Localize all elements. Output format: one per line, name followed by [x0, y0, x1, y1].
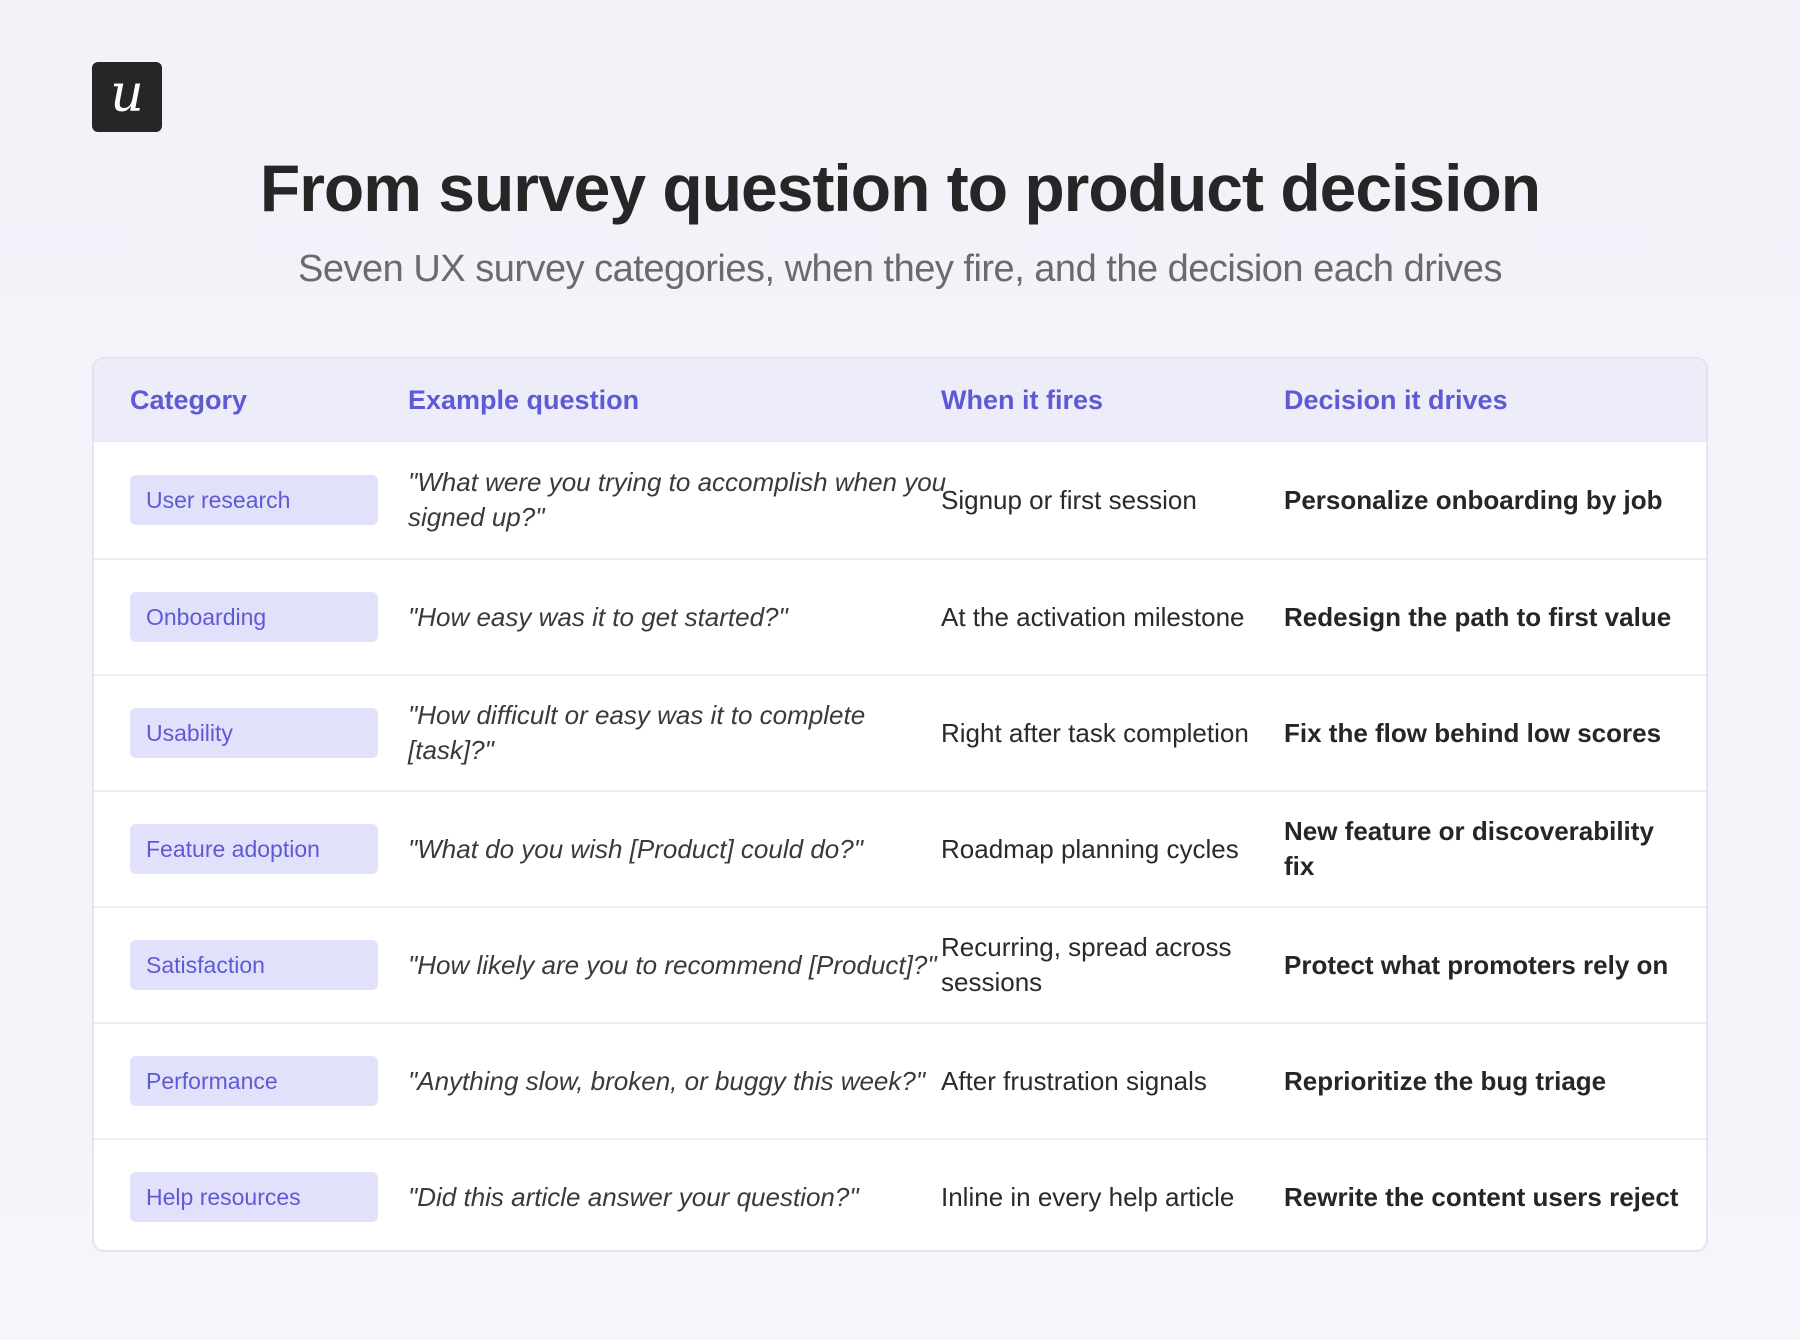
example-question: "How difficult or easy was it to complet… — [408, 700, 866, 765]
decision-it-drives: Protect what promoters rely on — [1284, 949, 1669, 980]
logo-glyph: u — [110, 64, 144, 124]
category-badge: Onboarding — [130, 592, 378, 642]
decision-it-drives: Redesign the path to first value — [1284, 601, 1672, 632]
example-question: "What do you wish [Product] could do?" — [408, 833, 863, 864]
when-it-fires: Inline in every help article — [941, 1181, 1235, 1212]
category-badge: Performance — [130, 1056, 378, 1106]
table-row: Feature adoption "What do you wish [Prod… — [94, 790, 1706, 906]
table-row: Satisfaction "How likely are you to reco… — [94, 906, 1706, 1022]
decision-it-drives: New feature or discoverability fix — [1284, 816, 1654, 881]
header-when-it-fires: When it fires — [941, 385, 1104, 415]
category-badge: Feature adoption — [130, 824, 378, 874]
category-badge: Help resources — [130, 1172, 378, 1222]
header-category: Category — [130, 385, 248, 415]
when-it-fires: Roadmap planning cycles — [941, 833, 1239, 864]
table-row: Performance "Anything slow, broken, or b… — [94, 1022, 1706, 1138]
page-subtitle: Seven UX survey categories, when they fi… — [298, 248, 1502, 290]
logo-icon: u — [92, 62, 162, 132]
when-it-fires: Recurring, spread across sessions — [941, 932, 1232, 997]
header-example-question: Example question — [408, 385, 640, 415]
example-question: "Anything slow, broken, or buggy this we… — [408, 1065, 926, 1096]
table-row: User research "What were you trying to a… — [94, 442, 1706, 558]
header-decision-it-drives: Decision it drives — [1284, 385, 1508, 415]
decision-it-drives: Rewrite the content users reject — [1284, 1181, 1679, 1212]
category-badge: User research — [130, 475, 378, 525]
category-badge: Usability — [130, 708, 378, 758]
when-it-fires: Right after task completion — [941, 717, 1249, 748]
when-it-fires: At the activation milestone — [941, 601, 1245, 632]
category-badge: Satisfaction — [130, 940, 378, 990]
decision-it-drives: Personalize onboarding by job — [1284, 484, 1663, 515]
when-it-fires: Signup or first session — [941, 484, 1197, 515]
table-body: User research "What were you trying to a… — [94, 442, 1706, 1250]
table-row: Usability "How difficult or easy was it … — [94, 674, 1706, 790]
when-it-fires: After frustration signals — [941, 1065, 1207, 1096]
decision-it-drives: Fix the flow behind low scores — [1284, 717, 1662, 748]
table-header: Category Example question When it fires … — [94, 359, 1706, 442]
survey-table: Category Example question When it fires … — [92, 357, 1708, 1252]
example-question: "What were you trying to accomplish when… — [408, 467, 947, 532]
example-question: "Did this article answer your question?" — [408, 1181, 859, 1212]
table-row: Help resources "Did this article answer … — [94, 1138, 1706, 1250]
example-question: "How easy was it to get started?" — [408, 601, 788, 632]
example-question: "How likely are you to recommend [Produc… — [408, 949, 937, 980]
table-row: Onboarding "How easy was it to get start… — [94, 558, 1706, 674]
decision-it-drives: Reprioritize the bug triage — [1284, 1065, 1607, 1096]
page-title: From survey question to product decision — [259, 151, 1541, 225]
